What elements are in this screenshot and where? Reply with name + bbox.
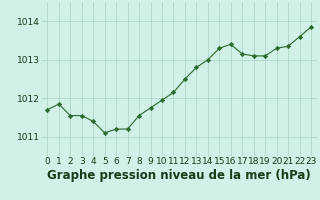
- X-axis label: Graphe pression niveau de la mer (hPa): Graphe pression niveau de la mer (hPa): [47, 169, 311, 182]
